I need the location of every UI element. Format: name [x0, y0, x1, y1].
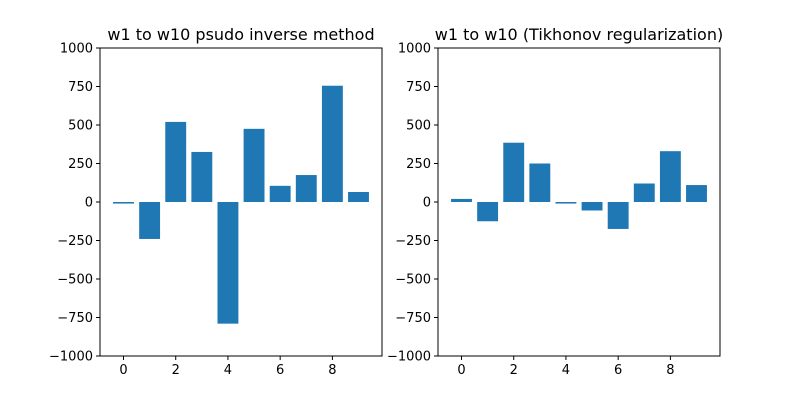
right-chart-frame [437, 47, 721, 357]
left-y-tick-label--750: −750 [57, 311, 93, 326]
left-bar-2 [165, 121, 187, 202]
left-chart-title: w1 to w10 psudo inverse method [107, 25, 374, 44]
right-bar-5 [581, 202, 603, 211]
right-bar-1 [477, 202, 499, 222]
left-bar-4 [217, 202, 239, 324]
right-y-tick-label-500: 500 [406, 119, 431, 134]
left-y-tick-label-0: 0 [85, 196, 93, 211]
right-y-tick-label-250: 250 [406, 157, 431, 172]
right-chart-title: w1 to w10 (Tikhonov regularization) [435, 25, 723, 44]
left-bar-3 [191, 151, 213, 202]
left-y-tick-label--1000: −1000 [49, 350, 93, 365]
left-y-tick-label-1000: 1000 [60, 42, 93, 57]
right-chart-y-axis: −1000 −750 −500 −250 0 250 500 750 1000 [387, 42, 438, 365]
right-x-tick-label-6: 6 [614, 363, 622, 378]
right-bar-0 [451, 198, 472, 202]
right-chart-bars [451, 142, 707, 229]
right-x-tick-label-0: 0 [457, 363, 465, 378]
right-bar-7 [633, 183, 655, 202]
left-bar-1 [139, 202, 161, 239]
right-y-tick-label--500: −500 [395, 273, 431, 288]
left-bar-6 [269, 185, 291, 202]
right-y-tick-label-750: 750 [406, 80, 431, 95]
right-y-tick-label-1000: 1000 [398, 42, 431, 57]
right-x-tick-label-4: 4 [562, 363, 570, 378]
right-chart-x-axis: 0 2 4 6 8 [457, 356, 675, 378]
left-chart-panel: w1 to w10 psudo inverse method 0 2 4 6 8 −10… [49, 25, 383, 378]
right-bar-3 [529, 163, 551, 202]
left-chart-x-axis: 0 2 4 6 8 [119, 356, 337, 378]
right-x-tick-label-2: 2 [510, 363, 518, 378]
right-bar-6 [607, 202, 629, 229]
left-y-tick-label--500: −500 [57, 273, 93, 288]
left-bar-8 [321, 85, 343, 202]
left-bar-0 [113, 202, 134, 204]
right-bar-2 [503, 142, 525, 202]
right-x-tick-label-8: 8 [666, 363, 674, 378]
left-y-tick-label-500: 500 [68, 119, 93, 134]
left-chart-frame [99, 47, 383, 357]
right-y-tick-label--250: −250 [395, 234, 431, 249]
right-y-tick-label--750: −750 [395, 311, 431, 326]
right-bar-8 [659, 151, 681, 202]
right-y-tick-label--1000: −1000 [387, 350, 431, 365]
right-bar-9 [686, 185, 707, 202]
right-bar-4 [555, 202, 577, 204]
left-x-tick-label-4: 4 [224, 363, 232, 378]
left-chart-y-axis: −1000 −750 −500 −250 0 250 500 750 1000 [49, 42, 100, 365]
left-y-tick-label-750: 750 [68, 80, 93, 95]
right-chart-panel: w1 to w10 (Tikhonov regularization) 0 2 4 6… [387, 25, 723, 378]
left-x-tick-label-0: 0 [119, 363, 127, 378]
right-y-tick-label-0: 0 [423, 196, 431, 211]
left-x-tick-label-8: 8 [328, 363, 336, 378]
left-y-tick-label--250: −250 [57, 234, 93, 249]
left-bar-9 [348, 191, 369, 202]
left-y-tick-label-250: 250 [68, 157, 93, 172]
left-x-tick-label-2: 2 [172, 363, 180, 378]
left-x-tick-label-6: 6 [276, 363, 284, 378]
left-chart-bars [113, 85, 369, 324]
left-bar-5 [243, 128, 265, 202]
left-bar-7 [295, 175, 317, 202]
